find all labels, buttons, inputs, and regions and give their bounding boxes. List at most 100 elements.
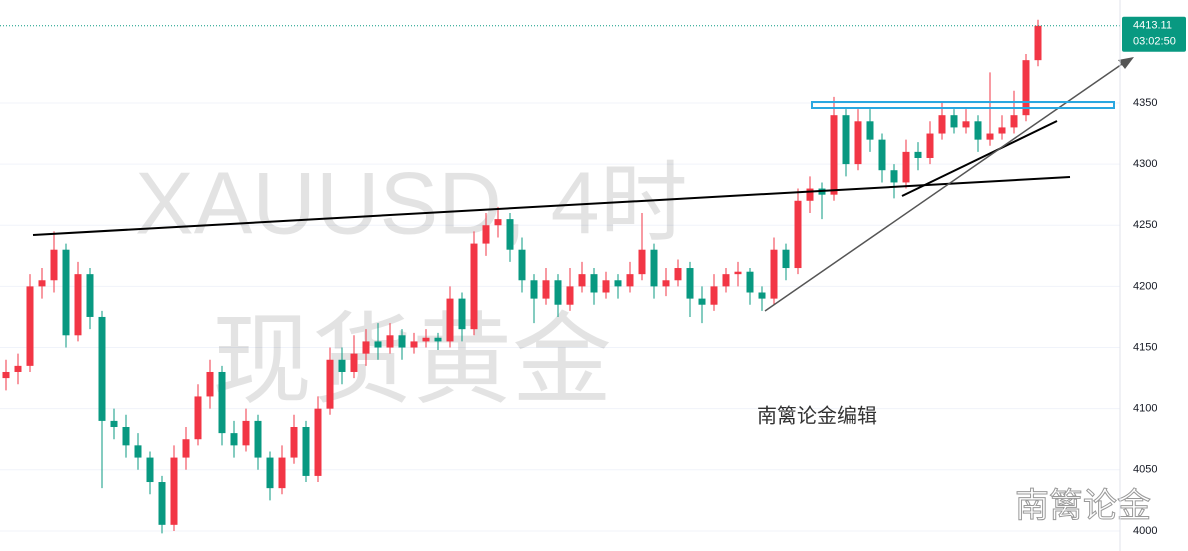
candle-body — [566, 286, 574, 305]
candle-body — [722, 274, 730, 287]
candle-body — [662, 280, 670, 287]
last-price-label: 4413.11 — [1133, 20, 1172, 32]
corner-mark: 南篱论金 — [1015, 487, 1151, 525]
candle-body — [674, 268, 682, 281]
candle-body — [530, 280, 538, 299]
candle-body — [902, 151, 910, 183]
candle-body — [434, 337, 442, 342]
candle-body — [182, 439, 190, 458]
candle-body — [794, 200, 802, 269]
candle-body — [542, 280, 550, 299]
y-tick-label: 4000 — [1133, 525, 1157, 537]
candle-body — [734, 271, 742, 275]
candle-body — [350, 353, 358, 372]
candle-body — [1010, 115, 1018, 128]
candle-body — [494, 219, 502, 226]
candle-body — [686, 268, 694, 299]
candle-body — [710, 286, 718, 305]
zone-box — [811, 101, 1115, 109]
candle-body — [470, 243, 478, 330]
candle-body — [326, 359, 334, 409]
candle-body — [62, 249, 70, 336]
candle-body — [122, 427, 130, 446]
candle-body — [698, 298, 706, 305]
candle-body — [2, 371, 10, 379]
y-tick-label: 4150 — [1133, 341, 1157, 353]
candle-body — [314, 408, 322, 476]
candle-body — [386, 335, 394, 348]
candle-body — [590, 274, 598, 293]
last-price-box — [1122, 16, 1186, 52]
y-tick-label: 4350 — [1133, 97, 1157, 109]
candle-body — [638, 249, 646, 275]
candle-body — [134, 445, 142, 458]
candle-body — [770, 249, 778, 299]
arrow-head — [1118, 57, 1134, 69]
candle-body — [302, 427, 310, 476]
candle-body — [374, 341, 382, 348]
candle-body — [554, 280, 562, 305]
resistance-line — [32, 176, 1071, 236]
candle-body — [458, 298, 466, 330]
candle-body — [938, 115, 946, 134]
price-axis: 4000 4050 4100 4150 4200 4250 4300 4350 4413.11 0… — [1122, 16, 1186, 537]
candle-body — [650, 249, 658, 287]
y-tick-label: 4200 — [1133, 280, 1157, 292]
y-tick-label: 4300 — [1133, 158, 1157, 170]
annotation: 南篱论金编辑 — [757, 404, 877, 427]
countdown-label: 03:02:50 — [1133, 36, 1176, 48]
candle-body — [806, 188, 814, 201]
candle-body — [194, 396, 202, 440]
candle-body — [266, 457, 274, 489]
candle-body — [1022, 60, 1030, 116]
trend-arrow — [764, 61, 1126, 312]
candle-body — [998, 127, 1006, 134]
candle-body — [254, 420, 262, 458]
candle-body — [146, 457, 154, 483]
candle-body — [170, 457, 178, 525]
candle-body — [926, 133, 934, 158]
candle-body — [962, 121, 970, 128]
candle-body — [782, 249, 790, 269]
candle-body — [878, 139, 886, 171]
candle-body — [74, 274, 82, 336]
candle-body — [746, 271, 754, 293]
candle-body — [86, 274, 94, 317]
candle-body — [830, 115, 838, 195]
candle-body — [422, 337, 430, 342]
candle-body — [338, 359, 346, 372]
candle-body — [50, 249, 58, 281]
candle-body — [290, 427, 298, 458]
candle-body — [866, 121, 874, 140]
candle-body — [506, 219, 514, 250]
candle-body — [890, 170, 898, 183]
candle-body — [974, 121, 982, 140]
candle-body — [410, 341, 418, 348]
watermark-name: 现货黄金 — [212, 304, 612, 416]
candle-body — [482, 225, 490, 244]
candle-body — [626, 274, 634, 287]
candle-body — [14, 365, 22, 372]
candle-body — [206, 371, 214, 397]
y-tick-label: 4250 — [1133, 219, 1157, 231]
candle-body — [218, 371, 226, 434]
y-tick-label: 4050 — [1133, 464, 1157, 476]
candle-body — [158, 482, 166, 525]
candle-body — [518, 249, 526, 281]
candle-body — [110, 420, 118, 428]
candle-body — [98, 316, 106, 421]
candle-body — [578, 274, 586, 287]
candle-body — [854, 121, 862, 165]
candle-body — [242, 420, 250, 446]
candle-body — [986, 133, 994, 140]
candle-body — [914, 151, 922, 158]
candle-body — [614, 280, 622, 287]
candle-body — [230, 433, 238, 446]
candle-body — [26, 286, 34, 366]
candle-body — [758, 292, 766, 299]
trend-line — [901, 120, 1058, 197]
candle-body — [398, 335, 406, 348]
drawings — [32, 57, 1134, 312]
candle-body — [278, 457, 286, 489]
